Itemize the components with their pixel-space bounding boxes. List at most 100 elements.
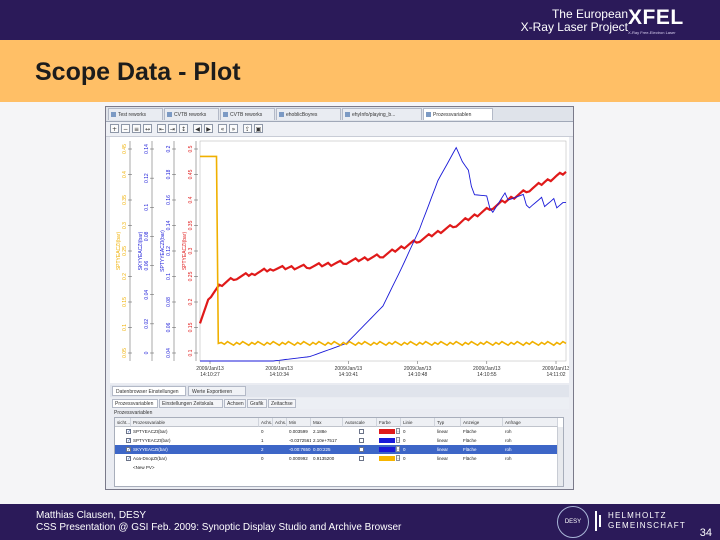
color-picker-button[interactable]: …	[396, 437, 400, 443]
min-cell[interactable]: 0.003599	[289, 429, 308, 434]
line-cell[interactable]: 0	[403, 456, 406, 461]
line-cell[interactable]: 0	[403, 438, 406, 443]
color-swatch[interactable]	[379, 438, 395, 443]
pv-name-cell[interactable]: SPTYEACZI(bar)	[133, 429, 168, 434]
col-color[interactable]: Farbe	[377, 418, 401, 427]
visible-checkbox[interactable]: ✓	[126, 447, 132, 453]
request-cell[interactable]: roh	[505, 429, 512, 434]
editor-tab-1[interactable]: Test reworks	[108, 108, 163, 120]
subtab-graphics[interactable]: Grafik	[247, 399, 267, 408]
editor-tab-4[interactable]: ehoblicBoyres	[276, 108, 341, 120]
display-cell[interactable]: Fläche	[463, 447, 477, 452]
axis-cell[interactable]: 1	[261, 438, 264, 443]
pv-name-cell[interactable]: <New PV>	[133, 465, 155, 470]
type-cell[interactable]: linear	[437, 438, 449, 443]
line-cell[interactable]: 0	[403, 447, 406, 452]
max-cell[interactable]: 0.9135200	[313, 456, 335, 461]
color-picker-button[interactable]: …	[396, 455, 400, 461]
table-scrollbar[interactable]	[557, 427, 563, 486]
editor-tab-5[interactable]: ehyInfo/playing_b...	[342, 108, 422, 120]
min-cell[interactable]: -0.00:7650	[289, 447, 311, 452]
axis-cell[interactable]: 0	[261, 456, 264, 461]
max-cell[interactable]	[311, 463, 343, 472]
request-cell[interactable]: roh	[505, 447, 512, 452]
export-icon[interactable]: ⇪	[243, 124, 252, 133]
type-cell[interactable]: linear	[437, 429, 449, 434]
tab-export-values[interactable]: Werte Exportieren	[188, 386, 246, 396]
type-cell[interactable]	[435, 463, 461, 472]
color-swatch[interactable]	[379, 447, 395, 452]
col-axis[interactable]: Achs...	[259, 418, 273, 427]
col-type[interactable]: Typ	[435, 418, 461, 427]
max-cell[interactable]: 2.188e	[313, 429, 327, 434]
editor-tab-active[interactable]: Prozessvariablen	[423, 108, 493, 120]
pv-name-cell[interactable]: SPTYYEACZI(bar)	[133, 438, 171, 443]
type-cell[interactable]: linear	[437, 456, 449, 461]
col-line[interactable]: Linie	[401, 418, 435, 427]
pv-name-cell[interactable]: Aoa-DnopZI(bar)	[133, 456, 167, 461]
visible-checkbox[interactable]: ✓	[126, 429, 132, 435]
axis-cell[interactable]	[259, 463, 273, 472]
editor-tab-3[interactable]: CVTB reworks	[220, 108, 275, 120]
scope-plot[interactable]: 0.45 0.4 0.35 0.3 0.25 0.2 0.15 0.1 0.05 SPTYEACZ…	[110, 137, 569, 383]
col-max[interactable]: Max	[311, 418, 343, 427]
line-cell[interactable]	[401, 463, 435, 472]
request-cell[interactable]: roh	[505, 456, 512, 461]
zoom-out-icon[interactable]: −	[121, 124, 130, 133]
visible-checkbox[interactable]: ✓	[126, 438, 132, 444]
autoscale-checkbox[interactable]	[359, 438, 364, 443]
subtab-time-axis[interactable]: Zeitachse	[268, 399, 296, 408]
tab-datenbrowser-settings[interactable]: Datenbrowser Einstellungen	[112, 386, 186, 396]
table-row[interactable]: ✓ SPTYEACZI(bar) 0 0.003599 2.188e 0 linear Flä…	[115, 427, 563, 436]
col-min[interactable]: Min	[287, 418, 311, 427]
col-visible[interactable]: sicht...	[115, 418, 131, 427]
color-picker-button[interactable]: …	[396, 428, 400, 434]
col-request[interactable]: Anfrage	[503, 418, 558, 427]
pv-name-cell[interactable]: SKYYEACZI(bar)	[133, 447, 168, 452]
min-cell[interactable]	[287, 463, 311, 472]
scroll-left-icon[interactable]: «	[218, 124, 227, 133]
display-cell[interactable]: Fläche	[463, 429, 477, 434]
max-cell[interactable]: 0.00:225	[313, 447, 331, 452]
back-icon[interactable]: ◀	[193, 124, 202, 133]
col-display[interactable]: Anzeige	[461, 418, 503, 427]
plot-area[interactable]: 0.45 0.4 0.35 0.3 0.25 0.2 0.15 0.1 0.05 SPTYEACZ…	[110, 137, 569, 383]
zoom-in-icon[interactable]: +	[110, 124, 119, 133]
type-cell[interactable]: linear	[437, 447, 449, 452]
min-cell[interactable]: -0.03725617	[289, 438, 311, 443]
color-swatch[interactable]	[379, 456, 395, 461]
table-row[interactable]: ✓ SKYYEACZI(bar) 2 -0.00:7650 0.00:225 0 linea…	[115, 445, 563, 454]
col-pv[interactable]: Prozessvariable	[131, 418, 259, 427]
x-zoom-out-icon[interactable]: ⇥	[168, 124, 177, 133]
y-zoom-icon[interactable]: ↕	[179, 124, 188, 133]
col-axis-2[interactable]: Achs...	[273, 418, 287, 427]
color-swatch[interactable]	[379, 429, 395, 434]
autoscale-checkbox[interactable]	[359, 429, 364, 434]
editor-tab-2[interactable]: CVTB reworks	[164, 108, 219, 120]
subtab-timescale-settings[interactable]: Einstellungen Zeitskala	[159, 399, 223, 408]
autoscale-checkbox[interactable]	[359, 456, 364, 461]
color-picker-button[interactable]: …	[396, 446, 400, 452]
subtab-axes[interactable]: Achsen	[224, 399, 246, 408]
axis-cell[interactable]: 2	[261, 447, 264, 452]
print-icon[interactable]: ▣	[254, 124, 263, 133]
forward-icon[interactable]: ▶	[204, 124, 213, 133]
axis-cell[interactable]: 0	[261, 429, 264, 434]
subtab-process-variables[interactable]: Prozessvariablen	[112, 399, 158, 408]
max-cell[interactable]: 2.10e+7517	[313, 438, 337, 443]
display-cell[interactable]	[461, 463, 503, 472]
visible-checkbox[interactable]: ✓	[126, 456, 132, 462]
display-cell[interactable]: Fläche	[463, 438, 477, 443]
autoscale-checkbox[interactable]	[359, 447, 364, 452]
table-row[interactable]: ✓SPTYYEACZI(bar) 1 -0.037256172.10e+7517 0 l…	[115, 436, 563, 445]
x-zoom-in-icon[interactable]: ⇤	[157, 124, 166, 133]
pan-icon[interactable]: ↔	[143, 124, 152, 133]
stagger-icon[interactable]: ≡	[132, 124, 141, 133]
table-row[interactable]: <New PV>	[115, 463, 563, 472]
request-cell[interactable]: roh	[505, 438, 512, 443]
line-cell[interactable]: 0	[403, 429, 406, 434]
table-row[interactable]: ✓ Aoa-DnopZI(bar) 0 0.000992 0.9135200 0 linea…	[115, 454, 563, 463]
scroll-right-icon[interactable]: »	[229, 124, 238, 133]
display-cell[interactable]: Fläche	[463, 456, 477, 461]
col-autoscale[interactable]: Autoscale	[343, 418, 377, 427]
